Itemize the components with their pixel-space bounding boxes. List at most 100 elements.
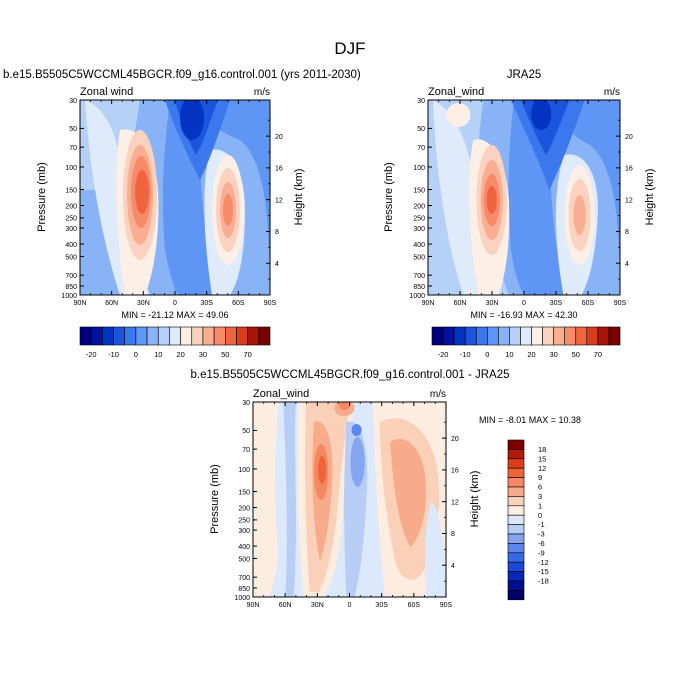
colorbar-label: -20: [438, 350, 449, 359]
y-tick-label: 250: [238, 518, 250, 525]
height-tick-label: 4: [625, 261, 629, 268]
y-tick-label: 400: [65, 242, 77, 249]
colorbar-box: [507, 496, 525, 507]
x-tick-label: 60S: [232, 300, 245, 307]
colorbar-box: [507, 590, 525, 601]
panel-diff-ylabel: Pressure (mb): [209, 464, 221, 534]
y-tick-label: 250: [65, 216, 77, 223]
colorbar-label: -3: [538, 530, 545, 539]
colorbar-box: [464, 326, 477, 346]
height-tick-label: 20: [625, 134, 633, 141]
y-tick-label: 700: [238, 575, 250, 582]
colorbar-label: 9: [538, 473, 542, 482]
field-level-warm-north-1: [253, 402, 279, 597]
colorbar-box: [507, 486, 525, 497]
x-tick-label: 60S: [582, 300, 595, 307]
y-tick-label: 100: [413, 165, 425, 172]
colorbar-box: [236, 326, 248, 346]
colorbar-box: [247, 326, 260, 346]
colorbar-box: [507, 477, 525, 488]
field-level-cool-north: [283, 402, 296, 597]
colorbar-box: [453, 326, 466, 346]
height-tick-label: 16: [451, 468, 459, 475]
y-tick-label: 850: [238, 586, 250, 593]
y-tick-label: 30: [69, 98, 77, 105]
colorbar-label: -10: [108, 350, 119, 359]
colorbar-label: -6: [538, 539, 545, 548]
colorbar-box: [507, 561, 525, 572]
colorbar-box: [507, 449, 525, 460]
panel-diff-plot: [252, 401, 447, 598]
x-tick-label: 30N: [311, 602, 324, 609]
colorbar-label: 10: [154, 350, 162, 359]
x-tick-label: 90S: [264, 300, 277, 307]
y-tick-label: 30: [242, 400, 250, 407]
colorbar-label: 0: [485, 350, 489, 359]
colorbar-box: [146, 326, 159, 346]
x-tick-label: 90N: [74, 300, 87, 307]
y-tick-label: 300: [238, 528, 250, 535]
panel-diff-field: [253, 402, 446, 597]
x-tick-label: 0: [522, 300, 526, 307]
colorbar-box: [553, 326, 566, 346]
panel-obs-field: [428, 100, 620, 295]
panel-model-field: [80, 100, 270, 295]
height-tick-label: 8: [275, 229, 279, 236]
x-tick-label: 60N: [105, 300, 118, 307]
colorbar-label: 70: [243, 350, 251, 359]
panel-model: b.e15.B5505C5WCCML45BGCR.f09_g16.control…: [3, 69, 361, 359]
x-tick-label: 90S: [440, 602, 453, 609]
field-level-easterly-core: [531, 100, 552, 130]
colorbar-label: 12: [538, 464, 546, 473]
colorbar-label: 50: [221, 350, 229, 359]
colorbar-label: 0: [134, 350, 138, 359]
colorbar-box: [531, 326, 543, 346]
height-tick-label: 12: [625, 197, 633, 204]
colorbar-box: [157, 326, 170, 346]
colorbar-box: [102, 326, 114, 346]
x-tick-label: 30N: [137, 300, 150, 307]
panel-model-colorbar: -20 -10 0 10 20 30 50 70: [79, 326, 271, 359]
field-level-easterly-core: [180, 100, 204, 140]
colorbar-box: [608, 326, 621, 346]
y-tick-label: 200: [413, 203, 425, 210]
colorbar-box: [507, 524, 525, 535]
x-tick-label: 0: [348, 602, 352, 609]
height-tick-label: 16: [625, 166, 633, 173]
field-level-jet-south-core: [573, 195, 586, 235]
colorbar-label: -15: [538, 567, 549, 576]
y-tick-label: 70: [242, 447, 250, 454]
y-tick-label: 400: [238, 544, 250, 551]
panel-model-ylabel-right: Height (km): [293, 169, 305, 226]
colorbar-box: [509, 326, 521, 346]
y-tick-label: 400: [413, 242, 425, 249]
x-tick-label: 90N: [422, 300, 435, 307]
colorbar-box: [575, 326, 588, 346]
panel-model-left-label: Zonal wind: [80, 86, 133, 98]
x-tick-label: 30S: [550, 300, 563, 307]
y-tick-label: 50: [69, 126, 77, 133]
colorbar-box: [520, 326, 532, 346]
colorbar-label: 10: [505, 350, 513, 359]
colorbar-box: [564, 326, 577, 346]
panel-obs-stats: MIN = -16.93 MAX = 42.30: [470, 310, 577, 320]
y-tick-label: 200: [65, 203, 77, 210]
colorbar-box: [169, 326, 181, 346]
colorbar-label: -18: [538, 577, 549, 586]
colorbar-box: [113, 326, 126, 346]
colorbar-box: [507, 543, 525, 554]
y-tick-label: 1000: [61, 293, 77, 300]
y-tick-label: 300: [65, 226, 77, 233]
field-level-jet-south-core: [223, 194, 233, 226]
y-tick-label: 850: [413, 284, 425, 291]
panel-model-title: b.e15.B5505C5WCCML45BGCR.f09_g16.control…: [3, 69, 361, 81]
colorbar-label: 3: [538, 492, 542, 501]
panel-model-axes: 305070100150200250300400500700850100090N…: [61, 98, 282, 307]
colorbar-box: [542, 326, 554, 346]
y-tick-label: 50: [417, 126, 425, 133]
colorbar-label: 0: [538, 511, 542, 520]
colorbar-box: [597, 326, 610, 346]
x-tick-label: 60S: [408, 602, 421, 609]
colorbar-label: 20: [527, 350, 535, 359]
